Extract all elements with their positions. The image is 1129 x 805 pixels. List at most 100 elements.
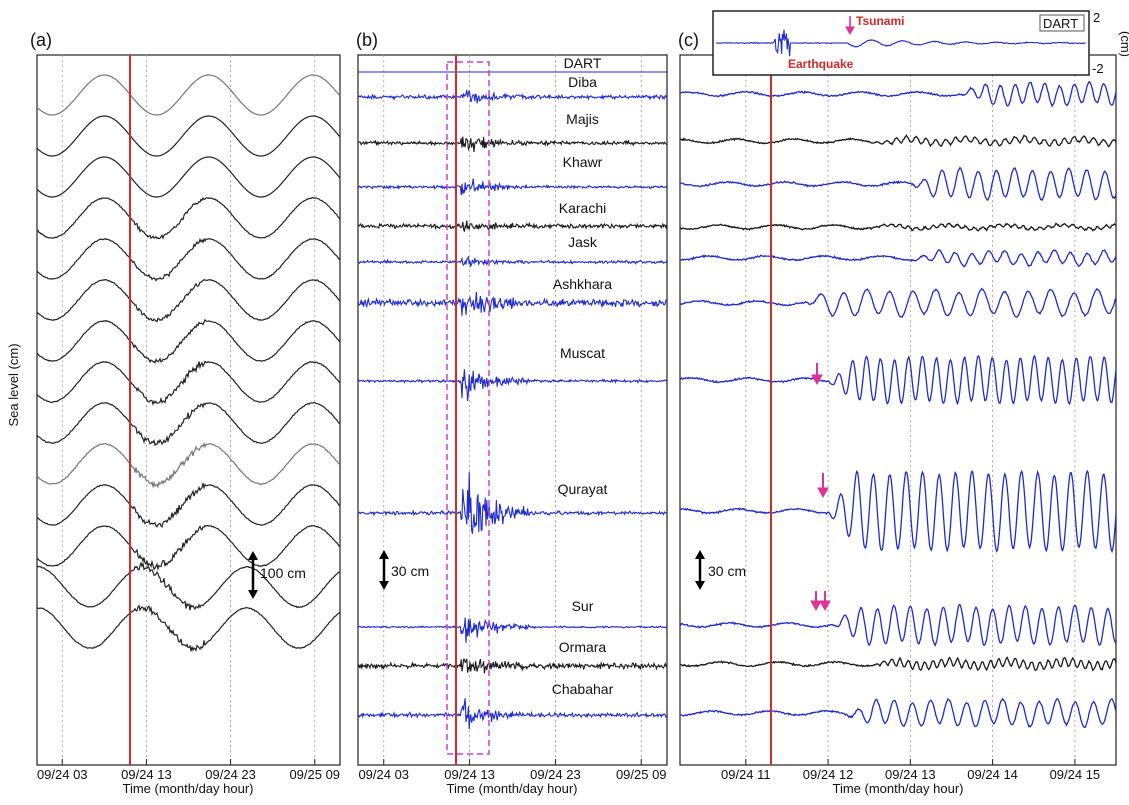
panel-a-frame xyxy=(36,54,341,766)
station-label: Jask xyxy=(568,234,598,250)
y-axis-label: Sea level (cm) xyxy=(6,343,21,426)
panel-a-trace xyxy=(36,524,341,572)
x-tick-label: 09/24 15 xyxy=(1050,767,1101,782)
x-tick-label: 09/24 03 xyxy=(358,767,409,782)
panel-b-trace xyxy=(357,617,668,643)
panel-b-station-labels: DART Diba Majis Khawr Karachi Jask Ashkhara Mus… xyxy=(552,55,614,697)
panel-c-scale-bar: 30 cm xyxy=(695,550,746,590)
dart-inset: DART 2 -2 (cm) Tsunami Earthquake xyxy=(712,10,1129,76)
x-tick-label: 09/25 09 xyxy=(289,767,340,782)
panel-b-highlight-box xyxy=(446,61,490,755)
station-label: Muscat xyxy=(560,345,605,361)
panel-c-trace xyxy=(680,249,1117,268)
panel-b-trace xyxy=(357,369,668,402)
panel-a-trace xyxy=(36,360,341,407)
panel-b-x-ticks: 09/24 03 09/24 13 09/24 23 09/25 09 xyxy=(358,759,667,782)
panel-b-scale-bar: 30 cm xyxy=(379,550,429,590)
panel-a-trace xyxy=(36,74,341,116)
x-tick-label: 09/24 03 xyxy=(37,767,88,782)
panel-a-trace xyxy=(36,442,341,489)
panel-a-scale-label: 100 cm xyxy=(260,565,306,581)
dart-inset-legend-box xyxy=(1039,14,1085,32)
panel-b-trace xyxy=(357,698,668,730)
panel-a-trace xyxy=(36,401,341,447)
panel-a-label: (a) xyxy=(30,30,52,50)
panel-c-traces xyxy=(679,81,1117,729)
dart-inset-earthquake-label: Earthquake xyxy=(788,57,854,71)
panel-c-trace xyxy=(679,287,1117,318)
panel-a-trace xyxy=(36,604,341,652)
panel-c-x-ticks: 09/24 11 09/24 12 09/24 13 09/24 14 09/24 15 xyxy=(721,759,1100,782)
station-label: Qurayat xyxy=(558,481,608,497)
panel-a-trace xyxy=(36,318,341,365)
panel-a-scale-bar: 100 cm xyxy=(248,551,306,599)
panel-a-trace xyxy=(36,561,341,611)
panel-b-frame xyxy=(357,54,668,766)
panel-c-trace xyxy=(679,222,1117,232)
station-label: Sur xyxy=(572,598,594,614)
panel-a-x-axis-label: Time (month/day hour) xyxy=(122,781,253,796)
panel-b-grid xyxy=(383,55,642,765)
panel-b-trace xyxy=(357,256,668,268)
panel-c-trace xyxy=(679,603,1117,648)
panel-a-trace xyxy=(36,278,341,323)
station-label: Chabahar xyxy=(552,681,614,697)
qurayat-arrival-arrow xyxy=(817,473,829,499)
station-label: Karachi xyxy=(559,200,606,216)
station-label: Ashkhara xyxy=(553,276,612,292)
x-tick-label: 09/24 23 xyxy=(205,767,256,782)
panel-c-trace xyxy=(679,81,1117,108)
panel-c-trace xyxy=(679,134,1117,148)
panel-c-trace xyxy=(679,469,1117,554)
panel-b-trace xyxy=(357,658,668,674)
dart-inset-trace-line xyxy=(715,29,1086,57)
dart-inset-ylabel: (cm) xyxy=(1118,31,1129,57)
x-tick-label: 09/25 09 xyxy=(616,767,667,782)
x-tick-label: 09/24 12 xyxy=(803,767,854,782)
panel-c-frame xyxy=(679,54,1117,766)
panel-c-x-axis-label: Time (month/day hour) xyxy=(832,781,963,796)
panel-b-traces xyxy=(357,71,668,730)
panel-a-trace xyxy=(36,156,341,198)
dart-inset-tsunami-label: Tsunami xyxy=(856,14,904,28)
panel-b-trace xyxy=(357,472,668,534)
station-label: Ormara xyxy=(559,639,607,655)
panel-a-x-ticks: 09/24 03 09/24 13 09/24 23 09/25 09 xyxy=(37,759,340,782)
panel-b-trace xyxy=(357,136,667,153)
station-label: DART xyxy=(564,55,602,71)
station-label: Majis xyxy=(566,111,599,127)
dart-inset-ytick-bottom: -2 xyxy=(1092,61,1104,76)
x-tick-label: 09/24 11 xyxy=(721,767,771,782)
panel-b-x-axis-label: Time (month/day hour) xyxy=(446,781,577,796)
x-tick-label: 09/24 23 xyxy=(530,767,581,782)
station-label: Diba xyxy=(568,74,597,90)
panel-a-trace xyxy=(36,115,341,157)
panel-c-grid xyxy=(745,55,1076,765)
panel-a-grid xyxy=(61,55,316,765)
panel-a-traces xyxy=(36,74,341,652)
panel-c-trace xyxy=(679,354,1117,406)
panel-c-label: (c) xyxy=(678,30,699,50)
dart-inset-tsunami-arrow xyxy=(845,16,855,36)
panel-a-trace xyxy=(37,196,341,240)
panel-b-scale-label: 30 cm xyxy=(391,563,429,579)
dart-inset-legend: DART xyxy=(1043,16,1078,31)
x-tick-label: 09/24 13 xyxy=(444,767,495,782)
dart-inset-ytick-top: 2 xyxy=(1093,10,1100,25)
panel-c-trace xyxy=(679,166,1117,201)
sur-arrival-arrow-1 xyxy=(810,591,822,612)
panel-c-arrival-arrows xyxy=(810,363,831,612)
panel-b-trace xyxy=(357,178,668,196)
panel-c-trace xyxy=(679,656,1117,672)
sur-arrival-arrow-2 xyxy=(819,591,831,612)
x-tick-label: 09/24 13 xyxy=(885,767,936,782)
station-label: Khawr xyxy=(563,154,603,170)
x-tick-label: 09/24 14 xyxy=(967,767,1018,782)
muscat-arrival-arrow xyxy=(811,363,823,386)
panel-a-trace xyxy=(36,482,341,529)
panel-c-trace xyxy=(679,697,1117,729)
panel-b-trace xyxy=(357,291,668,316)
panel-b-trace xyxy=(357,220,668,232)
panel-c-scale-label: 30 cm xyxy=(708,563,746,579)
